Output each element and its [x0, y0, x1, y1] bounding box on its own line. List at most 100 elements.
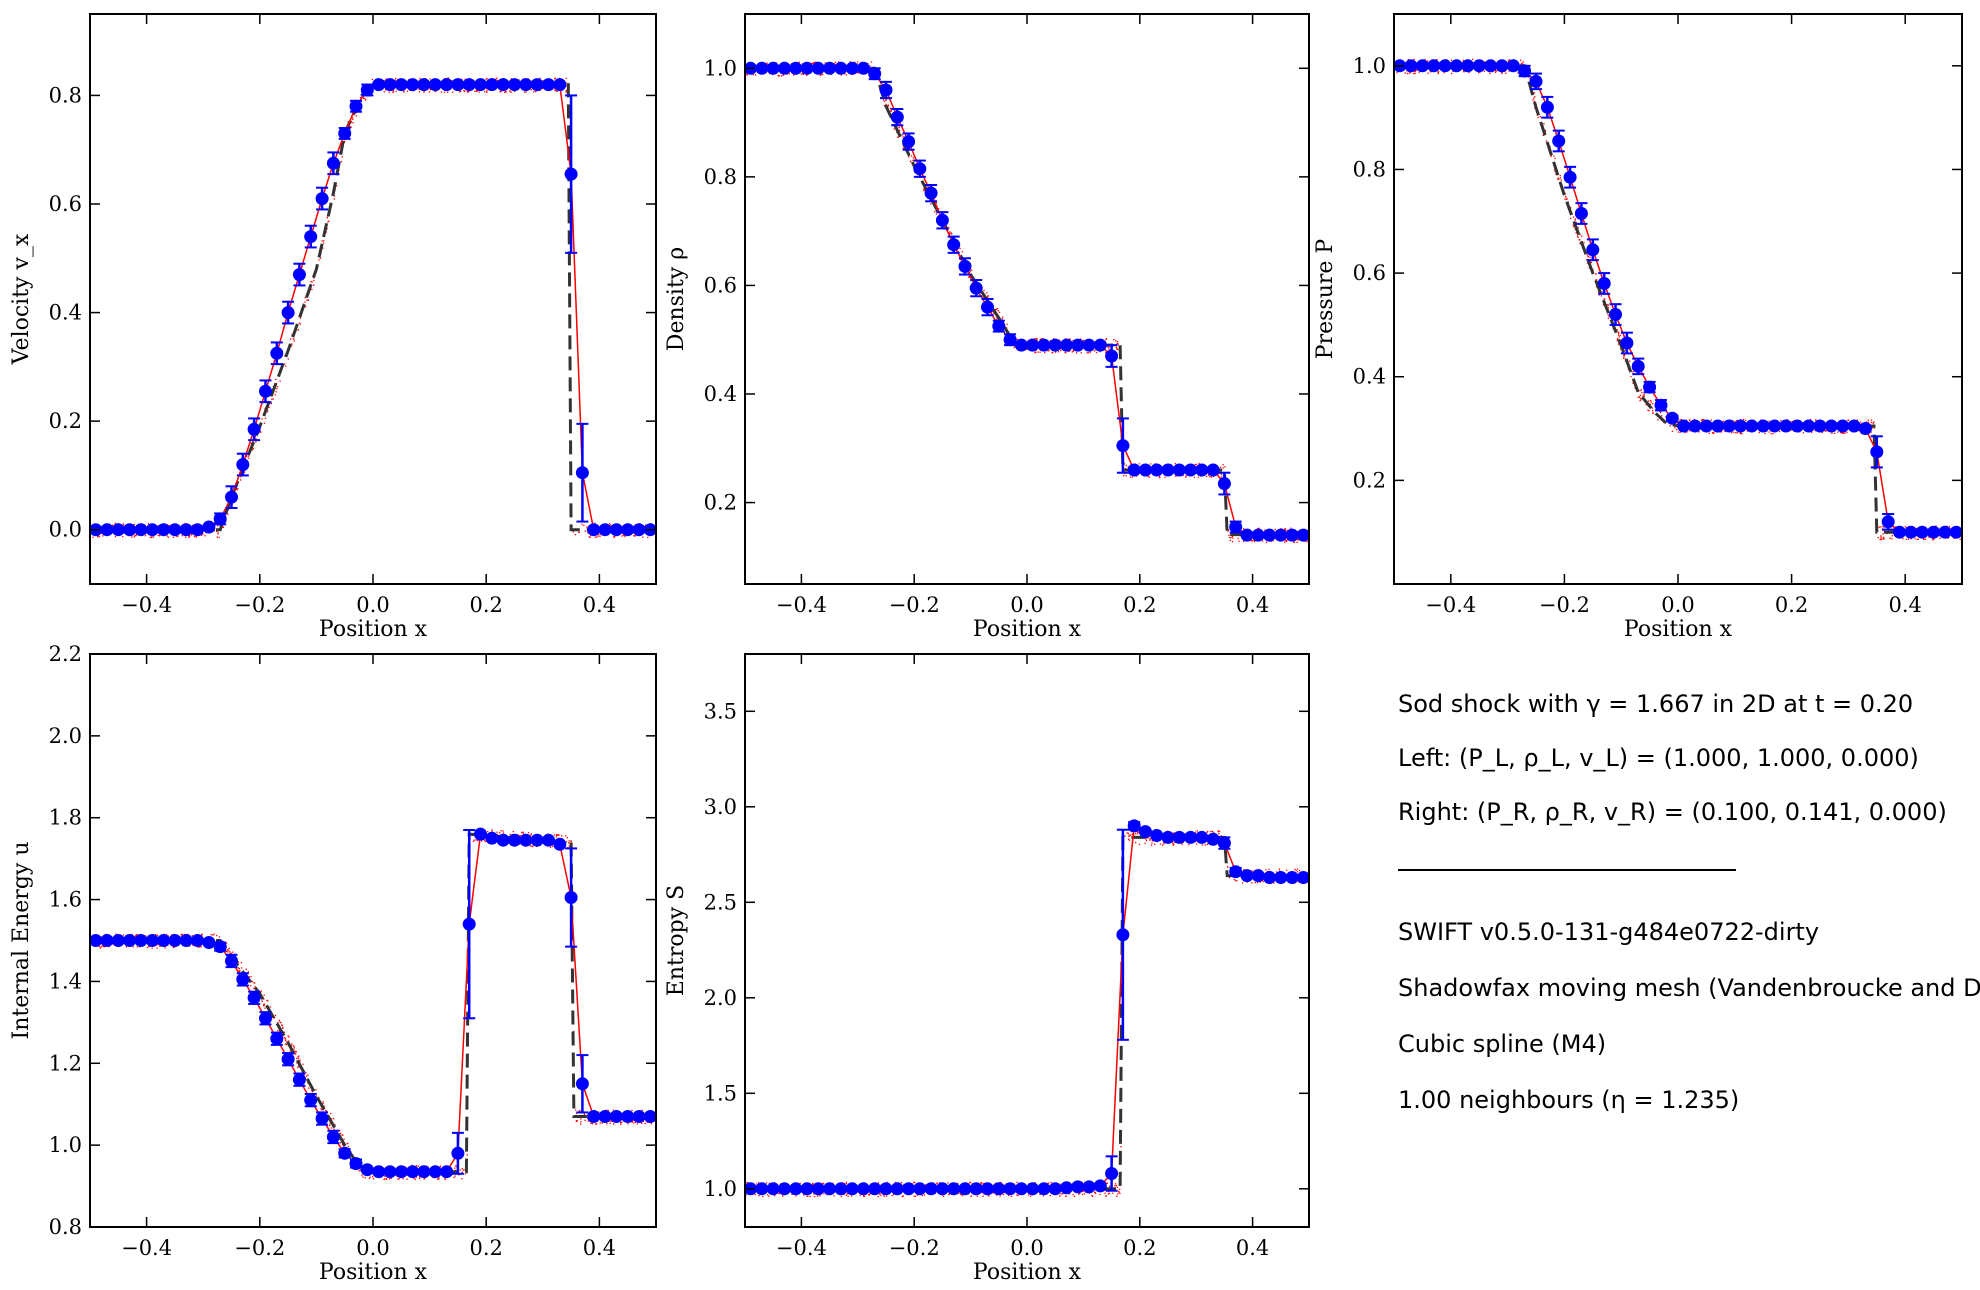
particle-point — [347, 1145, 350, 1148]
binned-point — [1938, 525, 1952, 539]
binned-point — [1229, 520, 1243, 534]
particle-point — [1220, 476, 1222, 478]
particle-point — [1039, 338, 1041, 340]
particle-point — [371, 78, 373, 81]
binned-point — [349, 1157, 363, 1171]
particle-point — [1508, 70, 1510, 72]
particle-point — [1016, 338, 1018, 340]
particle-point — [459, 90, 462, 92]
particle-point — [1193, 476, 1196, 478]
binned-point — [1529, 74, 1543, 88]
particle-point — [1733, 431, 1735, 433]
particle-point — [519, 834, 521, 837]
particle-point — [1928, 536, 1930, 538]
particle-point — [239, 970, 241, 972]
particle-point — [296, 1062, 298, 1064]
binned-point — [157, 523, 171, 537]
particle-point — [299, 323, 302, 325]
particle-point — [627, 1123, 629, 1125]
particle-point — [342, 1134, 344, 1136]
particle-point — [369, 1176, 371, 1178]
x-tick-label: 0.0 — [1010, 593, 1043, 617]
particle-point — [322, 242, 325, 244]
particle-point — [1860, 421, 1862, 423]
particle-point — [1172, 843, 1174, 845]
particle-point — [987, 297, 989, 299]
particle-point — [304, 301, 306, 303]
binned-point — [326, 1130, 340, 1144]
particle-point — [1195, 463, 1197, 466]
particle-point — [1296, 538, 1298, 540]
binned-point — [292, 268, 306, 282]
particle-point — [1236, 880, 1238, 882]
particle-point — [306, 299, 308, 301]
particle-point — [1048, 349, 1050, 351]
particle-point — [580, 1118, 582, 1120]
particle-point — [148, 945, 150, 947]
particle-point — [1059, 348, 1062, 350]
particle-point — [869, 1192, 871, 1195]
particle-point — [1436, 59, 1438, 61]
particle-point — [512, 830, 514, 833]
particle-point — [1618, 343, 1620, 346]
particle-point — [601, 1122, 603, 1124]
particle-point — [634, 535, 636, 537]
particle-point — [1251, 882, 1253, 884]
x-tick-label: 0.4 — [1236, 593, 1269, 617]
particle-point — [188, 535, 191, 537]
particle-point — [500, 90, 502, 92]
binned-point — [1870, 445, 1884, 459]
particle-point — [1406, 72, 1409, 75]
particle-point — [1607, 314, 1609, 316]
binned-point — [1688, 419, 1702, 433]
particle-point — [1590, 261, 1593, 264]
particle-point — [746, 74, 748, 76]
particle-point — [438, 1177, 440, 1179]
particle-point — [1602, 304, 1605, 306]
particle-point — [1550, 155, 1552, 157]
particle-point — [607, 1109, 609, 1112]
binned-point — [935, 213, 949, 227]
binned-point — [281, 306, 295, 320]
particle-point — [250, 442, 253, 444]
particle-point — [1872, 422, 1874, 424]
binned-point — [1060, 338, 1073, 352]
particle-point — [1935, 525, 1937, 527]
particle-point — [598, 533, 600, 536]
particle-point — [795, 1195, 797, 1197]
particle-point — [1768, 420, 1770, 422]
particle-point — [218, 536, 220, 539]
particle-point — [1108, 347, 1110, 349]
binned-point — [1240, 528, 1254, 542]
particle-point — [297, 1056, 299, 1058]
particle-point — [641, 1109, 643, 1111]
particle-point — [1054, 351, 1057, 353]
particle-point — [565, 90, 567, 92]
particle-point — [225, 513, 227, 516]
binned-point — [1893, 525, 1906, 539]
particle-point — [1078, 1193, 1080, 1195]
particle-point — [227, 951, 229, 953]
particle-point — [1856, 419, 1858, 421]
particle-point — [1108, 1192, 1110, 1194]
particle-point — [134, 935, 136, 937]
particle-point — [1870, 419, 1873, 421]
particle-point — [485, 78, 487, 80]
particle-point — [230, 952, 233, 955]
y-tick-label: 2.0 — [49, 724, 82, 748]
particle-point — [774, 1194, 776, 1197]
particle-point — [226, 942, 228, 944]
binned-point — [111, 934, 125, 947]
particle-point — [1148, 476, 1151, 478]
particle-point — [228, 949, 230, 951]
binned-point — [315, 1112, 329, 1125]
particle-point — [1537, 116, 1539, 119]
particle-point — [364, 1177, 366, 1179]
particle-point — [782, 74, 784, 76]
particle-point — [1948, 526, 1951, 528]
particle-point — [1679, 431, 1681, 433]
binned-point — [1881, 515, 1895, 529]
particle-point — [898, 126, 900, 129]
particle-point — [96, 535, 99, 538]
particle-point — [1554, 157, 1556, 160]
